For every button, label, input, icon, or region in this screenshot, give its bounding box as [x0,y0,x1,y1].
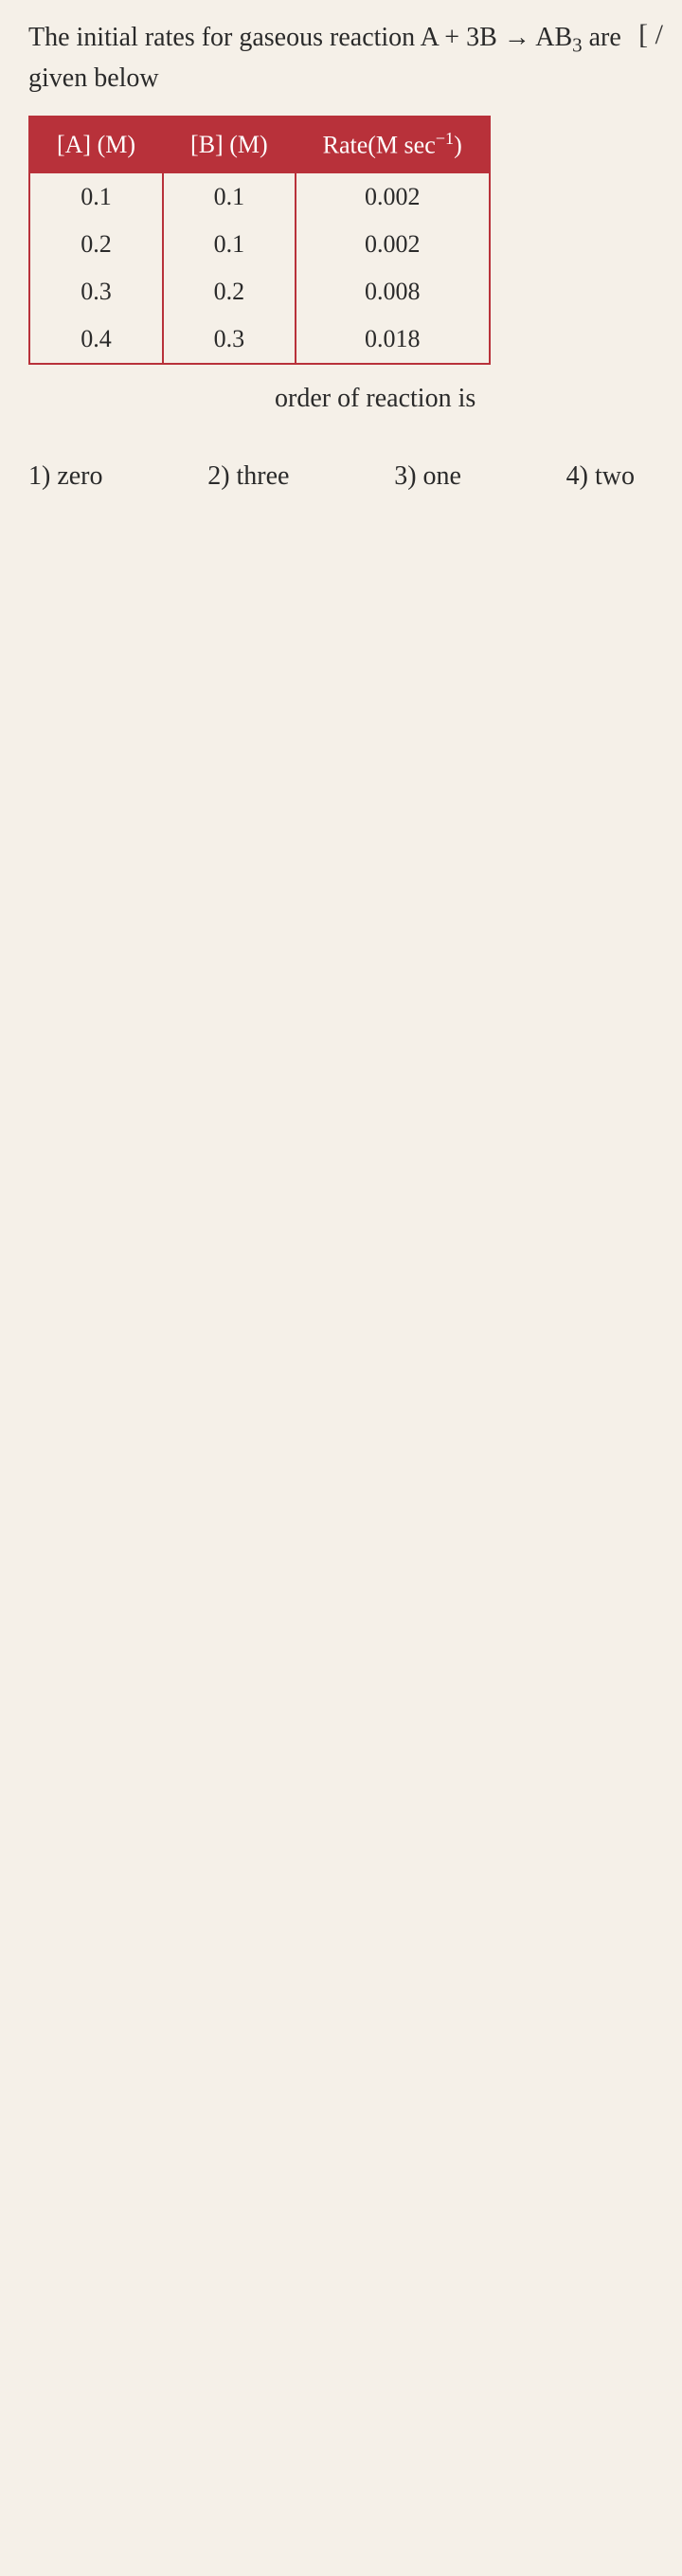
question-subscript: 3 [572,34,583,57]
cell-b: 0.2 [163,268,296,315]
cell-b: 0.1 [163,172,296,221]
cell-a: 0.3 [29,268,163,315]
col-header-b: [B] (M) [163,117,296,172]
order-note: order of reaction is [275,384,654,414]
cell-a: 0.4 [29,315,163,364]
cell-rate: 0.018 [296,315,490,364]
question-text-before: The initial rates for gaseous reaction A… [28,23,572,52]
col-header-rate-pre: Rate(M sec [323,132,436,159]
option-2[interactable]: 2) three [207,461,289,492]
question-text: The initial rates for gaseous reaction A… [28,19,654,97]
option-1[interactable]: 1) zero [28,461,103,492]
cell-rate: 0.002 [296,221,490,268]
table-header-row: [A] (M) [B] (M) Rate(M sec−1) [29,117,490,172]
page-corner-mark: [ / [638,19,663,51]
cell-a: 0.2 [29,221,163,268]
col-header-a: [A] (M) [29,117,163,172]
rates-table: [A] (M) [B] (M) Rate(M sec−1) 0.1 0.1 0.… [28,116,491,365]
rates-table-wrap: [A] (M) [B] (M) Rate(M sec−1) 0.1 0.1 0.… [28,116,654,365]
table-row: 0.2 0.1 0.002 [29,221,490,268]
option-4[interactable]: 4) two [566,461,635,492]
col-header-rate-sup: −1 [436,129,454,148]
cell-a: 0.1 [29,172,163,221]
cell-b: 0.1 [163,221,296,268]
option-3[interactable]: 3) one [394,461,461,492]
table-row: 0.3 0.2 0.008 [29,268,490,315]
col-header-rate-post: ) [454,132,462,159]
table-row: 0.1 0.1 0.002 [29,172,490,221]
options-row: 1) zero 2) three 3) one 4) two [28,461,654,492]
col-header-rate: Rate(M sec−1) [296,117,490,172]
cell-rate: 0.002 [296,172,490,221]
cell-rate: 0.008 [296,268,490,315]
cell-b: 0.3 [163,315,296,364]
table-row: 0.4 0.3 0.018 [29,315,490,364]
